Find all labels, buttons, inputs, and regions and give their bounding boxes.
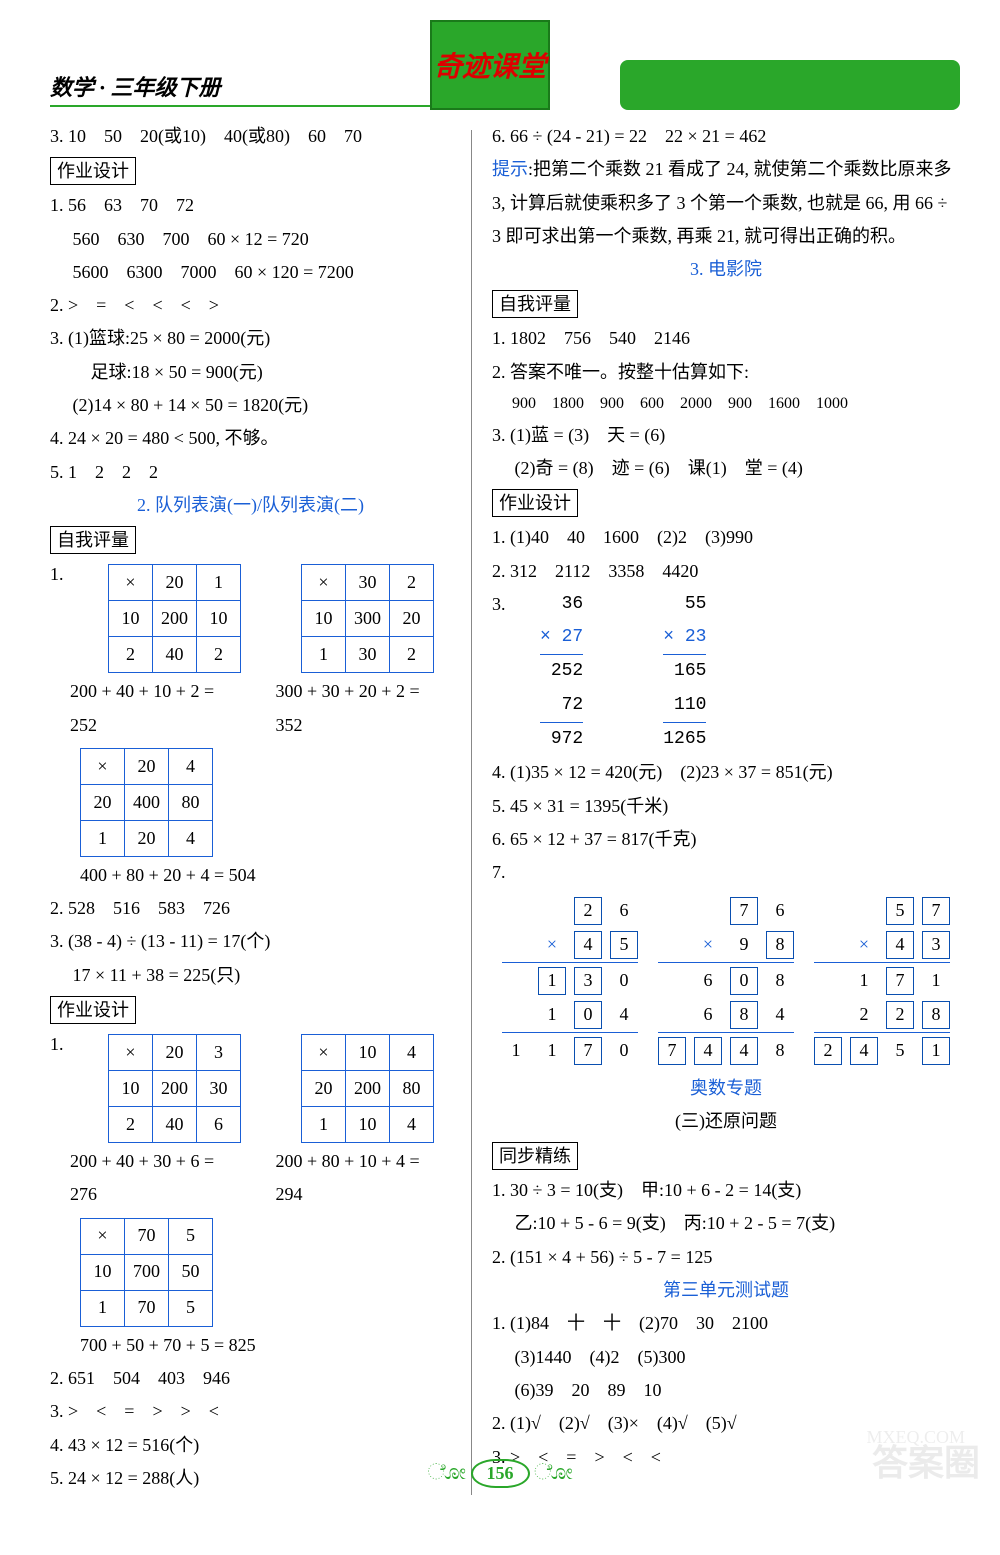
line: 2. 651 504 403 946 xyxy=(50,1362,451,1395)
line: (2)14 × 80 + 14 × 50 = 1820(元) xyxy=(50,389,451,422)
mult-table: ×70510700501705 xyxy=(80,1218,213,1327)
line: 6. 65 × 12 + 37 = 817(千克) xyxy=(492,823,960,856)
mult-table: ×20110200102402 xyxy=(108,564,241,673)
line: 4. 24 × 20 = 480 < 500, 不够。 xyxy=(50,422,451,455)
line: 足球:18 × 50 = 900(元) xyxy=(50,356,451,389)
line: 4. (1)35 × 12 = 420(元) (2)23 × 37 = 851(… xyxy=(492,756,960,789)
section-box: 自我评量 xyxy=(50,526,136,554)
line: 3. (1)篮球:25 × 80 = 2000(元) xyxy=(50,322,451,355)
line: 2. 312 2112 3358 4420 xyxy=(492,555,960,588)
equation: 200 + 80 + 10 + 4 = 294 xyxy=(276,1145,452,1212)
line: 2. 528 516 583 726 xyxy=(50,892,451,925)
item-num: 1. xyxy=(50,1028,78,1061)
mult-table: ×20420400801204 xyxy=(80,748,213,857)
header-title: 数学 · 三年级下册 xyxy=(50,70,221,102)
section-box: 自我评量 xyxy=(492,290,578,318)
line: 3. 10 50 20(或10) 40(或80) 60 70 xyxy=(50,120,451,153)
equation: 200 + 40 + 30 + 6 = 276 xyxy=(70,1145,246,1212)
line: 2. > = < < < > xyxy=(50,289,451,322)
hint: 提示:把第二个乘数 21 看成了 24, 就使第二个乘数比原来多 3, 计算后就… xyxy=(492,153,960,253)
header-badge: 奇迹课堂 xyxy=(430,20,550,110)
vertical-mult: 55× 23165110 1265 xyxy=(663,588,706,756)
mult-table: ×20310200302406 xyxy=(108,1034,241,1143)
left-column: 3. 10 50 20(或10) 40(或80) 60 70 作业设计 1. 5… xyxy=(50,120,451,1495)
footer: ೋ 156 ೋ xyxy=(0,1459,1000,1488)
page-number: 156 xyxy=(471,1459,530,1488)
section-subtitle: (三)还原问题 xyxy=(492,1105,960,1138)
section-title: 第三单元测试题 xyxy=(492,1274,960,1307)
digit-puzzle: 76×986086847448 xyxy=(658,894,794,1068)
column-divider xyxy=(471,130,472,1495)
line: 5. 1 2 2 2 xyxy=(50,456,451,489)
digit-puzzle: 26×451301041170 xyxy=(502,894,638,1068)
section-box: 同步精练 xyxy=(492,1142,578,1170)
mult-table: ×30210300201302 xyxy=(301,564,434,673)
line: 17 × 11 + 38 = 225(只) xyxy=(50,959,451,992)
line: 2. (151 × 4 + 56) ÷ 5 - 7 = 125 xyxy=(492,1241,960,1274)
line: 3. (38 - 4) ÷ (13 - 11) = 17(个) xyxy=(50,925,451,958)
line: 4. 43 × 12 = 516(个) xyxy=(50,1429,451,1462)
line: 1. 30 ÷ 3 = 10(支) 甲:10 + 6 - 2 = 14(支) xyxy=(492,1174,960,1207)
line: 乙:10 + 5 - 6 = 9(支) 丙:10 + 2 - 5 = 7(支) xyxy=(492,1207,960,1240)
line: 6. 66 ÷ (24 - 21) = 22 22 × 21 = 462 xyxy=(492,120,960,153)
line: (2)奇 = (8) 迹 = (6) 课(1) 堂 = (4) xyxy=(492,452,960,485)
section-box: 作业设计 xyxy=(492,489,578,517)
section-title: 2. 队列表演(一)/队列表演(二) xyxy=(50,489,451,522)
line: 1. (1)84 十 十 (2)70 30 2100 xyxy=(492,1307,960,1340)
line: 1. 1802 756 540 2146 xyxy=(492,322,960,355)
section-box: 作业设计 xyxy=(50,996,136,1024)
line: 5600 6300 7000 60 × 120 = 7200 xyxy=(50,256,451,289)
line: 2. 答案不唯一。按整十估算如下: xyxy=(492,356,960,389)
line: 3. > < = > > < xyxy=(50,1395,451,1428)
vertical-mult: 36× 2725272 972 xyxy=(540,588,583,756)
equation: 700 + 50 + 70 + 5 = 825 xyxy=(80,1329,451,1362)
equation: 300 + 30 + 20 + 2 = 352 xyxy=(276,675,452,742)
item-num: 1. xyxy=(50,558,78,591)
header-decoration xyxy=(620,60,960,110)
digit-puzzle: 57×431712282451 xyxy=(814,894,950,1068)
equation: 200 + 40 + 10 + 2 = 252 xyxy=(70,675,246,742)
line: 1. (1)40 40 1600 (2)2 (3)990 xyxy=(492,521,960,554)
line: (6)39 20 89 10 xyxy=(492,1374,960,1407)
line: 1. 56 63 70 72 xyxy=(50,189,451,222)
line: 7. xyxy=(492,856,960,889)
header-rule xyxy=(50,105,430,107)
section-box: 作业设计 xyxy=(50,157,136,185)
section-title: 3. 电影院 xyxy=(492,253,960,286)
watermark: 答案圈 xyxy=(872,1434,980,1486)
line: 900 1800 900 600 2000 900 1600 1000 xyxy=(492,389,960,419)
mult-table: ×10420200801104 xyxy=(301,1034,434,1143)
line: 5. 45 × 31 = 1395(千米) xyxy=(492,790,960,823)
line: (3)1440 (4)2 (5)300 xyxy=(492,1341,960,1374)
item-num: 3. xyxy=(492,588,520,621)
line: 3. (1)蓝 = (3) 天 = (6) xyxy=(492,419,960,452)
equation: 400 + 80 + 20 + 4 = 504 xyxy=(80,859,451,892)
line: 560 630 700 60 × 12 = 720 xyxy=(50,223,451,256)
puzzle-row: 26×45130104117076×98608684744857×4317122… xyxy=(492,890,960,1072)
right-column: 6. 66 ÷ (24 - 21) = 22 22 × 21 = 462 提示:… xyxy=(492,120,960,1495)
section-title: 奥数专题 xyxy=(492,1072,960,1105)
